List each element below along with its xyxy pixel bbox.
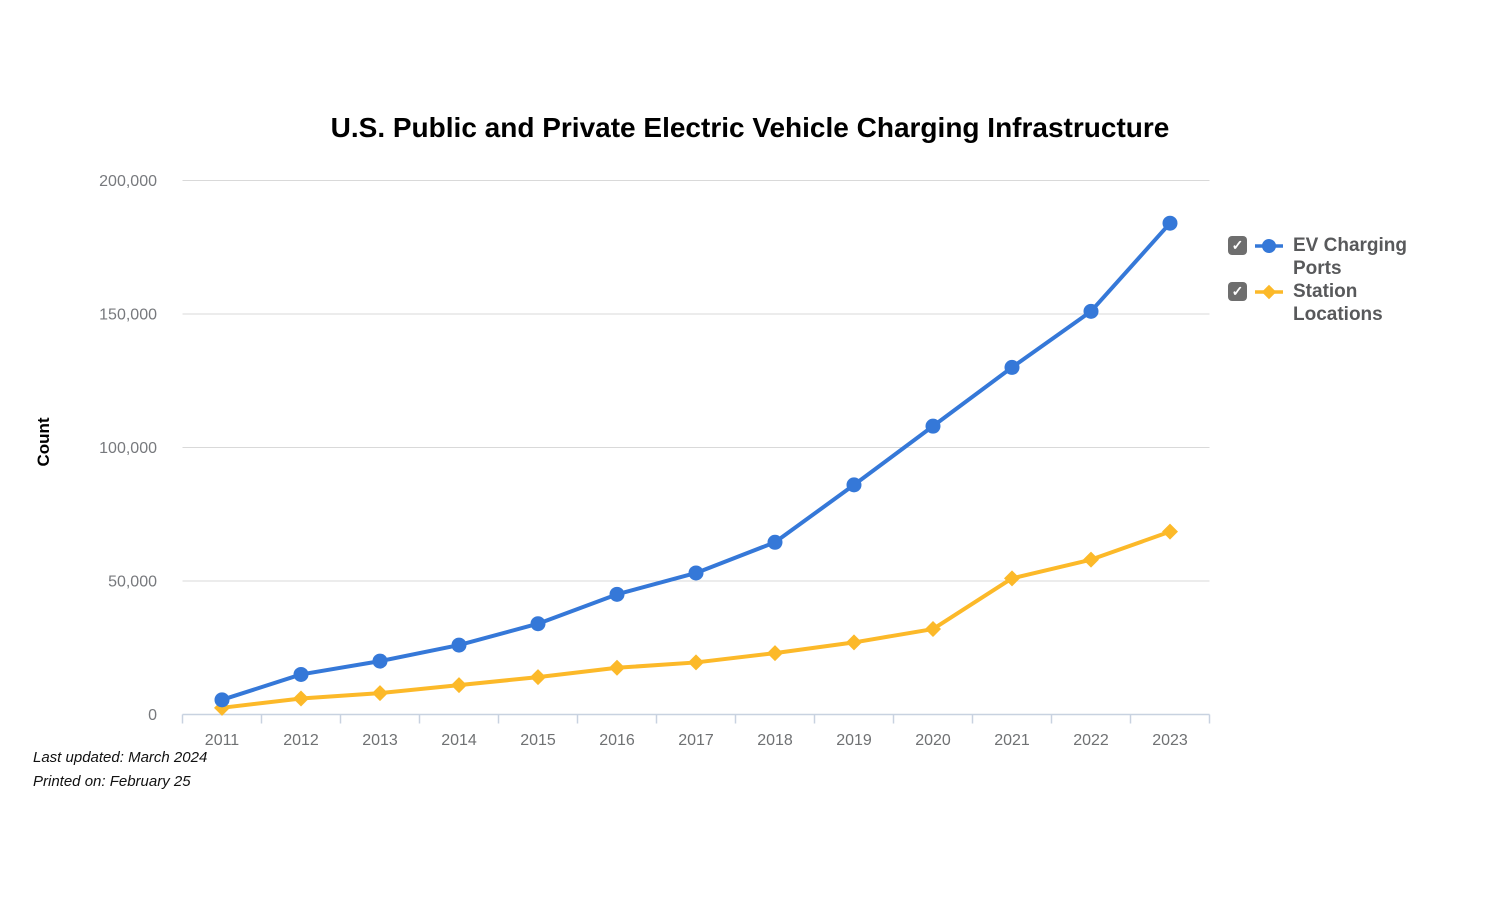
x-tick-label: 2013 [362, 732, 398, 749]
x-tick-label: 2015 [520, 732, 556, 749]
data-point-marker-station-locations [1162, 523, 1178, 540]
data-point-marker-station-locations [372, 685, 388, 702]
checkmark-icon: ✓ [1231, 237, 1244, 253]
data-point-marker-ev-charging-ports [846, 477, 862, 493]
footer-last-updated: Last updated: March 2024 [33, 749, 208, 766]
x-tick-label: 2022 [1073, 732, 1109, 749]
legend-item-station-locations[interactable]: ✓ Station Locations [1228, 280, 1468, 326]
chart-title: U.S. Public and Private Electric Vehicle… [330, 112, 1170, 143]
station-locations-legend-marker-icon [1255, 284, 1283, 300]
legend-checkbox-ev-charging-ports[interactable]: ✓ [1228, 236, 1247, 255]
data-point-marker-ev-charging-ports [530, 616, 546, 632]
series-line-station-locations [220, 529, 1172, 710]
ev-charging-ports-legend-marker-icon [1255, 239, 1283, 253]
data-point-marker-ev-charging-ports [1004, 359, 1020, 375]
series-line-ev-charging-ports [220, 221, 1172, 702]
x-tick-label: 2019 [836, 732, 872, 749]
x-tick-label: 2014 [441, 732, 477, 749]
x-tick-label: 2021 [994, 732, 1030, 749]
x-tick-label: 2023 [1152, 732, 1188, 749]
legend-checkbox-station-locations[interactable]: ✓ [1228, 282, 1247, 301]
x-tick-label: 2017 [678, 732, 714, 749]
data-point-marker-station-locations [767, 645, 783, 662]
data-point-marker-station-locations [293, 690, 309, 707]
data-point-marker-ev-charging-ports [767, 534, 783, 550]
data-point-marker-ev-charging-ports [1162, 215, 1178, 231]
legend-item-ev-charging-ports[interactable]: ✓ EV Charging Ports [1228, 234, 1468, 280]
y-tick-label: 0 [148, 707, 157, 724]
data-point-marker-ev-charging-ports [451, 637, 467, 653]
x-tick-label: 2020 [915, 732, 951, 749]
data-point-marker-station-locations [688, 654, 704, 671]
data-point-marker-ev-charging-ports [609, 586, 625, 602]
checkmark-icon: ✓ [1231, 283, 1244, 299]
data-point-marker-station-locations [530, 669, 546, 686]
data-point-marker-ev-charging-ports [688, 565, 704, 581]
y-tick-label: 150,000 [99, 307, 157, 324]
x-tick-label: 2011 [205, 732, 240, 749]
data-point-marker-station-locations [846, 634, 862, 651]
legend: ✓ EV Charging Ports ✓ Station Locations [1228, 234, 1468, 326]
footer-printed-on: Printed on: February 25 [33, 773, 191, 790]
legend-label-station-locations: Station Locations [1293, 281, 1383, 325]
data-point-marker-station-locations [925, 621, 941, 638]
data-point-marker-ev-charging-ports [214, 692, 230, 708]
data-point-marker-ev-charging-ports [293, 666, 309, 682]
legend-label-ev-charging-ports: EV Charging Ports [1293, 235, 1408, 279]
x-tick-label: 2012 [283, 732, 319, 749]
data-point-marker-ev-charging-ports [1083, 303, 1099, 319]
data-point-marker-ev-charging-ports [372, 653, 388, 669]
data-point-marker-ev-charging-ports [925, 418, 941, 434]
y-tick-label: 100,000 [99, 440, 157, 457]
chart-footer: Last updated: March 2024 Printed on: Feb… [33, 746, 207, 794]
data-point-marker-station-locations [1083, 551, 1099, 568]
x-tick-label: 2016 [599, 732, 635, 749]
y-tick-label: 50,000 [108, 574, 157, 591]
data-point-marker-station-locations [451, 677, 467, 694]
data-point-marker-station-locations [609, 659, 625, 676]
x-tick-label: 2018 [757, 732, 793, 749]
y-tick-label: 200,000 [99, 173, 157, 190]
data-point-marker-station-locations [1004, 570, 1020, 587]
